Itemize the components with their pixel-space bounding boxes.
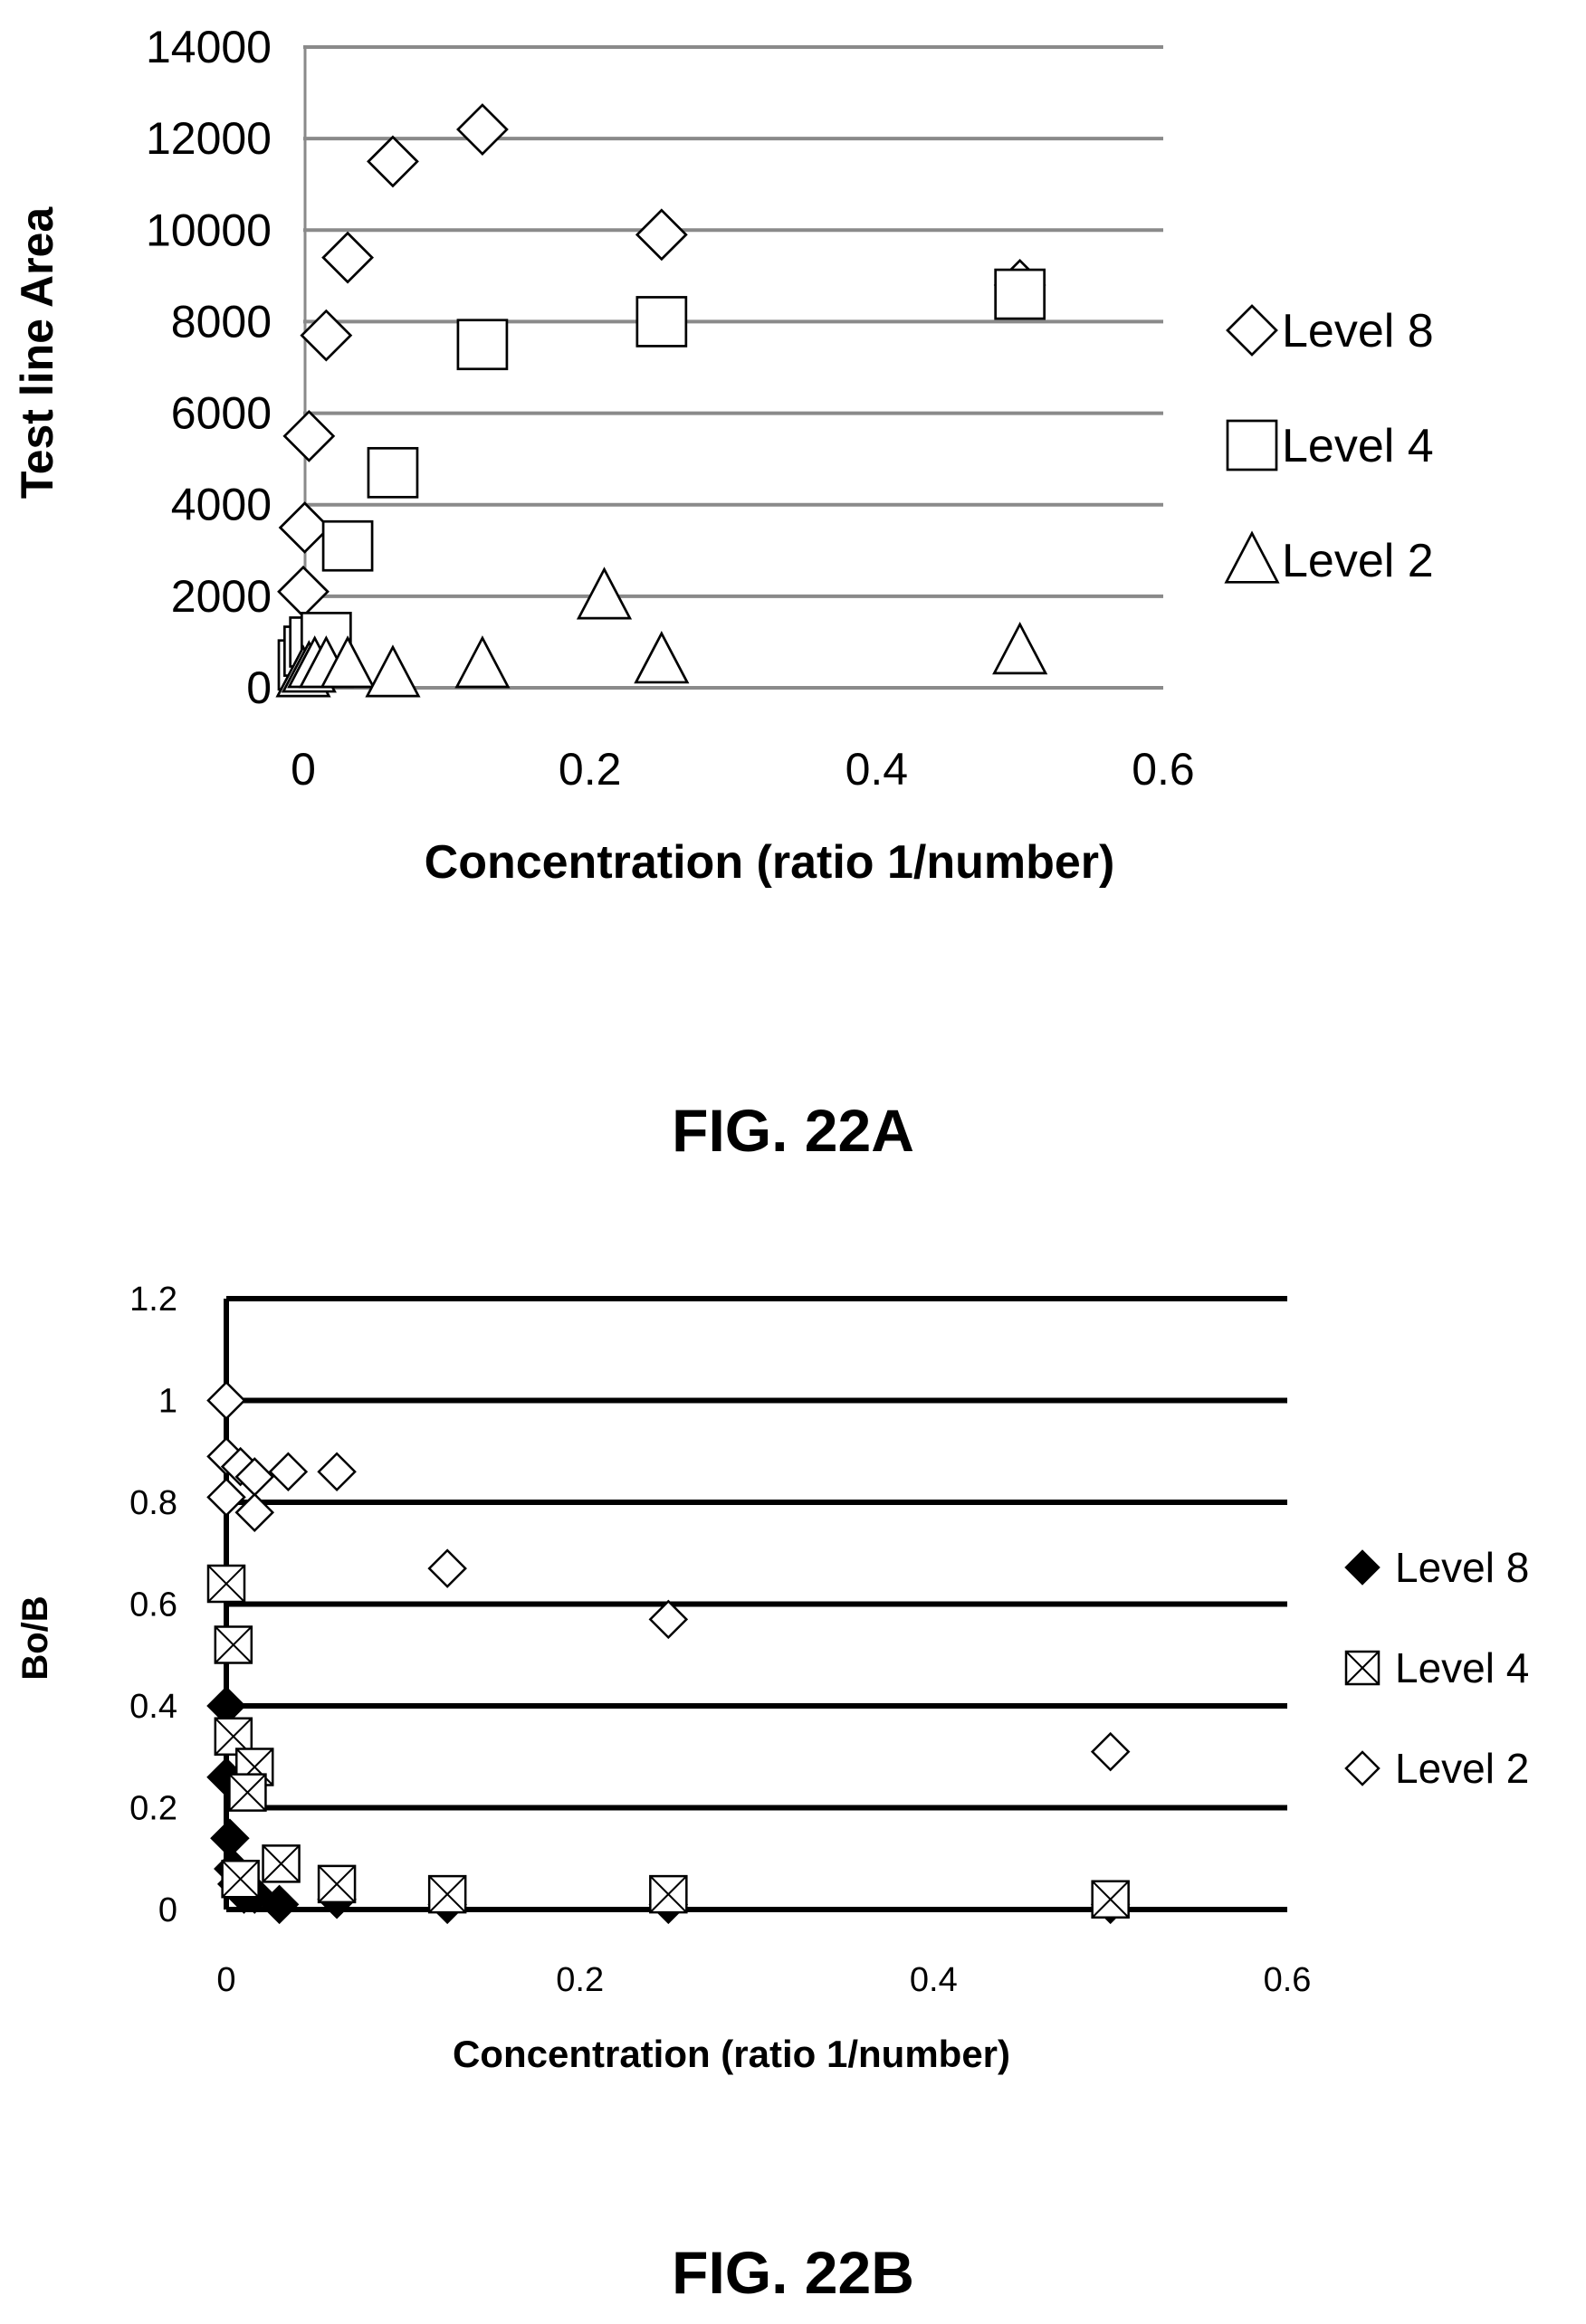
data-point-level-4 <box>649 1874 688 1914</box>
data-point-level-2 <box>427 1548 467 1588</box>
data-point-level-2 <box>454 635 511 689</box>
data-point-level-8 <box>635 208 688 262</box>
chart-22b-legend: Level 8 Level 4 Level 2 <box>1344 1544 1529 1792</box>
data-point-level-4 <box>427 1874 467 1914</box>
legend-label-level-8: Level 8 <box>1395 1544 1529 1591</box>
data-point-level-8 <box>277 565 330 618</box>
y-tick-label: 1 <box>158 1383 177 1421</box>
legend-marker-level-4 <box>1226 419 1278 471</box>
chart-22a-points <box>275 103 1048 698</box>
data-point-level-2 <box>234 1492 275 1533</box>
data-point-level-4 <box>206 1564 246 1604</box>
chart-22b: 0 0.2 0.4 0.6 0.8 1 1.2 0 0.2 0.4 0.6 Bo/B Concen… <box>15 1281 1529 2306</box>
data-point-level-8 <box>259 1884 300 1925</box>
y-tick-label: 0.6 <box>129 1586 177 1624</box>
y-tick-label: 0 <box>246 662 272 713</box>
data-point-level-4 <box>456 319 509 371</box>
y-tick-label: 6000 <box>171 388 272 439</box>
chart-22a-y-ticks: 0 2000 4000 6000 8000 10000 12000 14000 <box>146 22 272 713</box>
legend-label-level-4: Level 4 <box>1282 420 1434 472</box>
chart-22a-x-axis-label: Concentration (ratio 1/number) <box>425 836 1115 889</box>
x-tick-label: 0.2 <box>559 744 622 795</box>
data-point-level-4 <box>367 446 419 499</box>
y-tick-label: 8000 <box>171 296 272 347</box>
data-point-level-8 <box>367 135 419 188</box>
y-tick-label: 2000 <box>171 571 272 622</box>
x-tick-label: 0.4 <box>910 1961 958 1999</box>
x-tick-label: 0.6 <box>1132 744 1195 795</box>
legend-label-level-2: Level 2 <box>1395 1745 1529 1792</box>
data-point-level-4 <box>262 1844 301 1883</box>
x-tick-label: 0 <box>291 744 316 795</box>
data-point-level-8 <box>210 1818 250 1859</box>
data-point-level-4 <box>635 296 688 348</box>
data-point-level-8 <box>321 231 374 284</box>
data-point-level-8 <box>300 309 353 362</box>
data-point-level-4 <box>317 1864 357 1904</box>
x-tick-label: 0.4 <box>846 744 909 795</box>
chart-22a-y-axis-label: Test line Area <box>12 206 62 500</box>
data-point-level-4 <box>214 1625 253 1664</box>
fig-22a-caption: FIG. 22A <box>672 1097 914 1164</box>
legend-marker-level-2 <box>1224 530 1280 584</box>
data-point-level-4 <box>228 1773 267 1812</box>
x-tick-label: 0 <box>216 1961 235 1999</box>
data-point-level-8 <box>282 409 336 462</box>
data-point-level-8 <box>278 501 331 554</box>
y-tick-label: 12000 <box>146 113 272 164</box>
y-tick-label: 0 <box>158 1891 177 1929</box>
data-point-level-4 <box>321 519 374 572</box>
data-point-level-2 <box>365 644 421 698</box>
legend-marker-level-8 <box>1344 1549 1381 1586</box>
y-tick-label: 0.2 <box>129 1790 177 1828</box>
x-tick-label: 0.6 <box>1264 1961 1312 1999</box>
y-tick-label: 14000 <box>146 22 272 72</box>
legend-label-level-4: Level 4 <box>1395 1644 1529 1691</box>
y-tick-label: 0.4 <box>129 1688 177 1726</box>
legend-marker-level-2 <box>1344 1750 1381 1786</box>
y-tick-label: 0.8 <box>129 1484 177 1522</box>
chart-22b-points <box>206 1380 1131 1925</box>
legend-marker-level-8 <box>1226 304 1278 357</box>
data-point-level-2 <box>1090 1731 1131 1772</box>
chart-22b-x-ticks: 0 0.2 0.4 0.6 <box>216 1961 1311 1999</box>
chart-22b-gridlines <box>226 1296 1287 1912</box>
data-point-level-2 <box>992 621 1048 675</box>
data-point-level-2 <box>320 635 376 689</box>
fig-22b-caption: FIG. 22B <box>672 2239 914 2306</box>
x-tick-label: 0.2 <box>556 1961 604 1999</box>
data-point-level-4 <box>1091 1880 1130 1919</box>
data-point-level-2 <box>317 1452 357 1492</box>
data-point-level-2 <box>576 567 633 620</box>
legend-marker-level-4 <box>1344 1650 1381 1686</box>
y-tick-label: 10000 <box>146 205 272 255</box>
chart-22b-y-ticks: 0 0.2 0.4 0.6 0.8 1 1.2 <box>129 1281 177 1929</box>
y-tick-label: 1.2 <box>129 1281 177 1319</box>
data-point-level-2 <box>634 631 690 684</box>
chart-22b-y-axis-label: Bo/B <box>15 1595 55 1680</box>
y-tick-label: 4000 <box>171 480 272 530</box>
data-point-level-8 <box>456 103 509 156</box>
chart-22a-legend: Level 8 Level 4 Level 2 <box>1224 304 1434 587</box>
chart-22a-gridlines <box>303 45 1163 690</box>
data-point-level-2 <box>206 1477 246 1518</box>
legend-label-level-8: Level 8 <box>1282 305 1434 357</box>
data-point-level-2 <box>206 1380 246 1421</box>
data-point-level-2 <box>268 1452 309 1492</box>
chart-22b-x-axis-label: Concentration (ratio 1/number) <box>453 2033 1010 2075</box>
data-point-level-4 <box>221 1860 260 1899</box>
chart-22a-x-ticks: 0 0.2 0.4 0.6 <box>291 744 1195 795</box>
legend-label-level-2: Level 2 <box>1282 535 1434 587</box>
data-point-level-2 <box>648 1599 689 1640</box>
data-point-level-4 <box>994 268 1046 320</box>
chart-22a: 0 2000 4000 6000 8000 10000 12000 14000 0 0.2 0.4… <box>12 22 1434 1164</box>
